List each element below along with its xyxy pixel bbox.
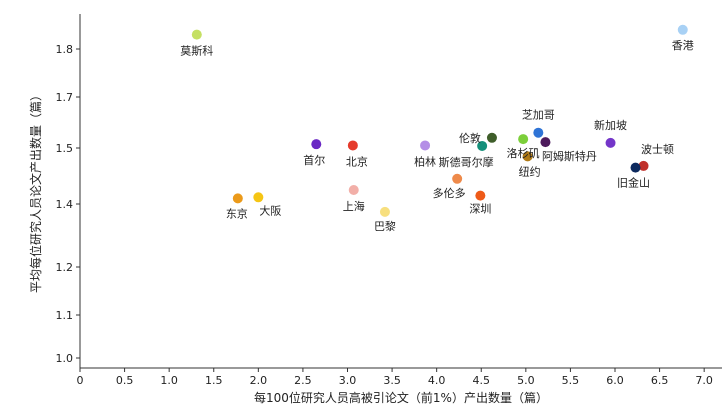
x-tick-label: 3.5 xyxy=(383,374,401,387)
tick-labels: 0 0.5 1.0 1.5 2.0 2.5 3.0 3.5 4.0 4.5 5.0 5.5 6.0 6.5… xyxy=(56,43,713,387)
point-label: 伦敦 xyxy=(459,131,481,145)
data-point xyxy=(420,140,431,151)
point-label: 纽约 xyxy=(519,164,541,178)
point-label: 新加坡 xyxy=(594,118,627,132)
point-label: 旧金山 xyxy=(617,176,650,190)
x-tick-label: 3.0 xyxy=(339,374,357,387)
data-point xyxy=(348,185,359,195)
x-axis-title: 每100位研究人员高被引论文（前1%）产出数量（篇） xyxy=(254,390,548,405)
data-point xyxy=(477,140,488,151)
point-label: 洛杉矶 xyxy=(507,146,540,160)
x-tick-label: 5.0 xyxy=(517,374,535,387)
data-point xyxy=(347,140,358,151)
y-tick-label: 1.7 xyxy=(56,91,74,104)
point-label: 斯德哥尔摩 xyxy=(439,155,494,169)
data-point xyxy=(486,132,497,143)
y-axis-title: 平均每位研究人员论文产出数量（篇） xyxy=(28,89,43,293)
data-point xyxy=(232,193,243,204)
x-tick-label: 1.0 xyxy=(160,374,178,387)
point-label: 香港 xyxy=(672,39,694,52)
data-point xyxy=(379,206,390,217)
data-point xyxy=(518,134,529,145)
data-point xyxy=(191,29,202,40)
data-point xyxy=(522,151,533,162)
point-label: 首尔 xyxy=(303,153,325,167)
point-label: 柏林 xyxy=(414,154,436,168)
data-point xyxy=(605,137,616,148)
point-label: 阿姆斯特丹 xyxy=(542,149,597,163)
data-point xyxy=(253,192,264,203)
point-label: 深圳 xyxy=(469,203,491,216)
x-tick-label: 4.0 xyxy=(428,374,446,387)
data-points xyxy=(191,24,688,217)
x-tick-label: 6.0 xyxy=(606,374,624,387)
x-tick-label: 6.5 xyxy=(651,374,669,387)
point-label: 东京 xyxy=(226,206,248,220)
data-point xyxy=(638,160,649,171)
y-tick-label: 1.5 xyxy=(56,142,74,155)
data-point xyxy=(630,162,641,173)
y-tick-label: 1.0 xyxy=(56,352,74,365)
point-label: 波士顿 xyxy=(641,142,674,156)
y-tick-label: 1.1 xyxy=(56,309,74,322)
x-tick-label: 2.5 xyxy=(294,374,312,387)
data-point xyxy=(452,173,463,184)
point-label: 莫斯科 xyxy=(180,44,213,58)
point-label: 大阪 xyxy=(259,203,281,217)
point-label: 芝加哥 xyxy=(522,109,555,122)
point-label: 巴黎 xyxy=(374,219,396,233)
y-tick-label: 1.4 xyxy=(56,198,74,211)
x-tick-label: 7.0 xyxy=(695,374,713,387)
point-label: 上海 xyxy=(343,199,365,213)
x-tick-label: 1.5 xyxy=(205,374,223,387)
data-point xyxy=(475,190,486,201)
x-tick-label: 2.0 xyxy=(250,374,268,387)
data-point xyxy=(311,139,322,150)
y-tick-label: 1.8 xyxy=(56,43,74,56)
x-tick-label: 0 xyxy=(77,374,84,387)
x-tick-label: 0.5 xyxy=(116,374,134,387)
point-label: 北京 xyxy=(346,154,368,168)
data-point xyxy=(540,137,551,148)
axes xyxy=(76,14,722,372)
data-point xyxy=(677,24,688,35)
y-tick-label: 1.2 xyxy=(56,261,74,274)
data-point xyxy=(533,127,544,138)
x-tick-label: 5.5 xyxy=(562,374,580,387)
x-tick-label: 4.5 xyxy=(473,374,491,387)
point-label: 多伦多 xyxy=(433,186,466,200)
